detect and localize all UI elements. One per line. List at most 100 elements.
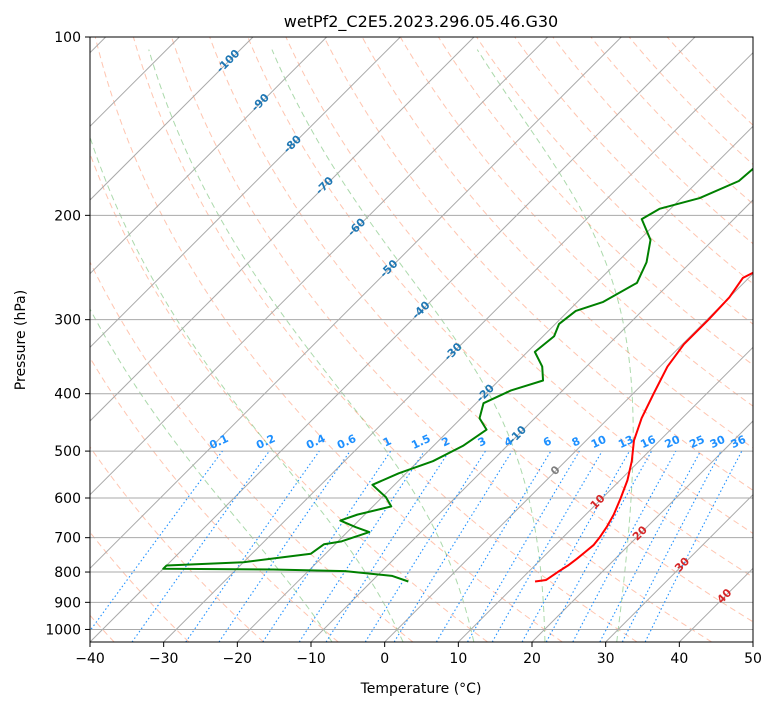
y-tick-label: 400: [54, 387, 81, 403]
y-tick-label: 500: [54, 444, 81, 460]
mixing-ratio-line: [298, 450, 425, 642]
dry-adiabat: [94, 37, 563, 642]
mixing-ratio-line: [185, 450, 320, 642]
mixing-ratio-label: 2: [440, 434, 452, 449]
dewpoint-profile-line: [162, 167, 753, 583]
isotherm-line: [90, 37, 328, 275]
isotherm-line: [90, 37, 254, 201]
skewed-isotherm-grid: [90, 37, 753, 642]
dry-adiabat: [514, 37, 753, 285]
dry-adiabat: [247, 37, 753, 578]
dry-adiabats: [90, 37, 753, 642]
dry-adiabat: [590, 37, 753, 205]
mixing-ratio-line: [262, 450, 392, 642]
y-tick-label: 300: [54, 313, 81, 329]
y-tick-label: 100: [54, 30, 81, 46]
dry-adiabat: [476, 37, 753, 325]
y-tick-label: 700: [54, 531, 81, 547]
temperature-profile-line: [534, 271, 753, 583]
x-tick-label: 30: [597, 651, 615, 667]
mixing-ratio-label: 13: [616, 433, 635, 451]
isotherm-line: [752, 641, 753, 642]
y-tick-label: 200: [54, 208, 81, 224]
mixing-ratio-line: [435, 450, 552, 642]
mixing-ratio-line: [393, 450, 513, 642]
mixing-ratio-line: [90, 450, 223, 632]
dry-adiabat: [171, 37, 713, 642]
dry-adiabat: [132, 37, 638, 642]
isotherm-line: [605, 493, 753, 642]
dry-adiabat: [438, 37, 753, 366]
mixing-ratio-line: [599, 450, 702, 642]
moist-adiabat: [148, 49, 475, 642]
x-tick-label: −40: [75, 651, 105, 667]
isotherm-line: [90, 37, 401, 349]
y-tick-label: 800: [54, 565, 81, 581]
mixing-ratio-line: [572, 450, 677, 642]
dry-adiabat: [90, 152, 488, 642]
mixing-ratio-line: [644, 450, 743, 642]
moist-adiabat: [90, 308, 333, 642]
x-tick-label: 20: [523, 651, 541, 667]
isotherm-line: [163, 51, 753, 642]
isotherm-line: [90, 37, 696, 642]
mixing-ratio-label: 16: [638, 433, 658, 451]
mixing-ratio-label: 25: [687, 433, 706, 451]
mixing-ratio-line: [325, 450, 450, 642]
x-tick-label: 40: [670, 651, 688, 667]
mixing-ratio-line: [545, 450, 653, 642]
mixing-ratio-label: 30: [708, 433, 728, 451]
x-tick-label: −10: [296, 651, 326, 667]
x-tick-label: −30: [149, 651, 179, 667]
isotherm-line: [236, 125, 753, 642]
mixing-ratio-line: [218, 450, 351, 642]
dry-adiabat: [666, 37, 753, 126]
mixing-ratio-label: 0.6: [335, 432, 358, 452]
dry-adiabat: [399, 37, 753, 407]
mixing-ratio-line: [521, 450, 630, 642]
isotherm-line: [457, 346, 753, 642]
moist-adiabats: [90, 49, 634, 642]
isotherm-line: [678, 567, 753, 642]
x-tick-label: 0: [380, 651, 389, 667]
isotherm-line: [531, 420, 753, 642]
dry-adiabat: [323, 37, 753, 491]
mixing-ratio-label: 1.5: [409, 432, 432, 452]
sounding-series: [162, 167, 753, 583]
dry-adiabat: [209, 37, 753, 623]
isotherm-line: [90, 37, 622, 570]
x-axis-label: Temperature (°C): [360, 681, 482, 697]
y-axis-label: Pressure (hPa): [13, 290, 29, 390]
mixing-ratio-label: 10: [589, 433, 609, 451]
x-tick-label: 10: [449, 651, 467, 667]
y-axis-ticks: 100 200 300 400 500 600 700 800 900 1000: [45, 30, 90, 638]
x-tick-label: 50: [744, 651, 762, 667]
isotherm-line: [384, 272, 753, 642]
plot-frame: [89, 36, 754, 643]
dry-adiabat: [628, 37, 753, 166]
mixing-ratio-label: 0.4: [304, 432, 327, 452]
dry-adiabat: [90, 260, 414, 642]
y-tick-label: 1000: [45, 622, 81, 638]
mixing-ratio-label: 0.2: [254, 432, 277, 452]
moist-adiabat: [271, 49, 546, 642]
x-axis-ticks: −40 −30 −20 −10 0 10 20 30 40 50: [75, 642, 762, 667]
mixing-ratio-label: 36: [729, 433, 749, 451]
isotherm-line: [90, 37, 475, 422]
mixing-ratio-label: 0.1: [207, 432, 230, 452]
y-tick-label: 600: [54, 491, 81, 507]
isotherm-line: [90, 37, 549, 496]
mixing-ratio-lines: [90, 450, 743, 642]
dry-adiabat: [90, 356, 339, 642]
dry-adiabat: [90, 446, 264, 642]
y-tick-label: 900: [54, 595, 81, 611]
mixing-ratio-label: 8: [570, 434, 582, 449]
mixing-ratio-line: [131, 450, 270, 642]
chart-title: wetPf2_C2E5.2023.296.05.46.G30: [284, 12, 558, 32]
isotherm-line: [310, 199, 753, 642]
moist-adiabat: [476, 49, 634, 642]
mixing-ratio-label: 20: [663, 433, 683, 451]
moist-adiabat: [90, 135, 404, 642]
x-tick-label: −20: [223, 651, 253, 667]
